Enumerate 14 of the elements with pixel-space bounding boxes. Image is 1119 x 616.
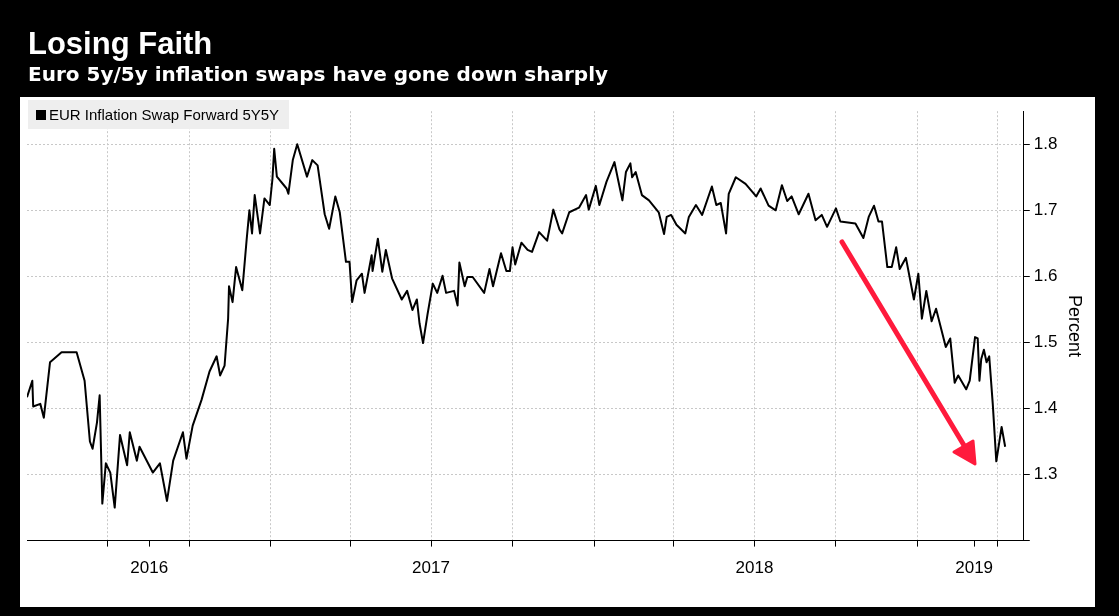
x-tick-label: 2017 (412, 558, 450, 578)
y-tick-label: 1.4 (1033, 398, 1058, 418)
x-tick-label: 2016 (130, 558, 169, 578)
chart-subtitle: Euro 5y/5y inflation swaps have gone down sharply (28, 62, 609, 86)
y-tick-label: 1.8 (1033, 133, 1058, 153)
y-axis-title: Percent (1065, 294, 1086, 357)
y-tick-label: 1.3 (1033, 464, 1058, 484)
x-tick-label: 2019 (955, 558, 994, 578)
y-tick-label: 1.5 (1033, 332, 1058, 352)
x-tick-label: 2018 (735, 558, 774, 578)
legend-label: EUR Inflation Swap Forward 5Y5Y (49, 106, 280, 123)
chart-title: Losing Faith (28, 26, 213, 62)
y-tick-label: 1.6 (1033, 266, 1058, 286)
y-tick-label: 1.7 (1033, 199, 1058, 219)
